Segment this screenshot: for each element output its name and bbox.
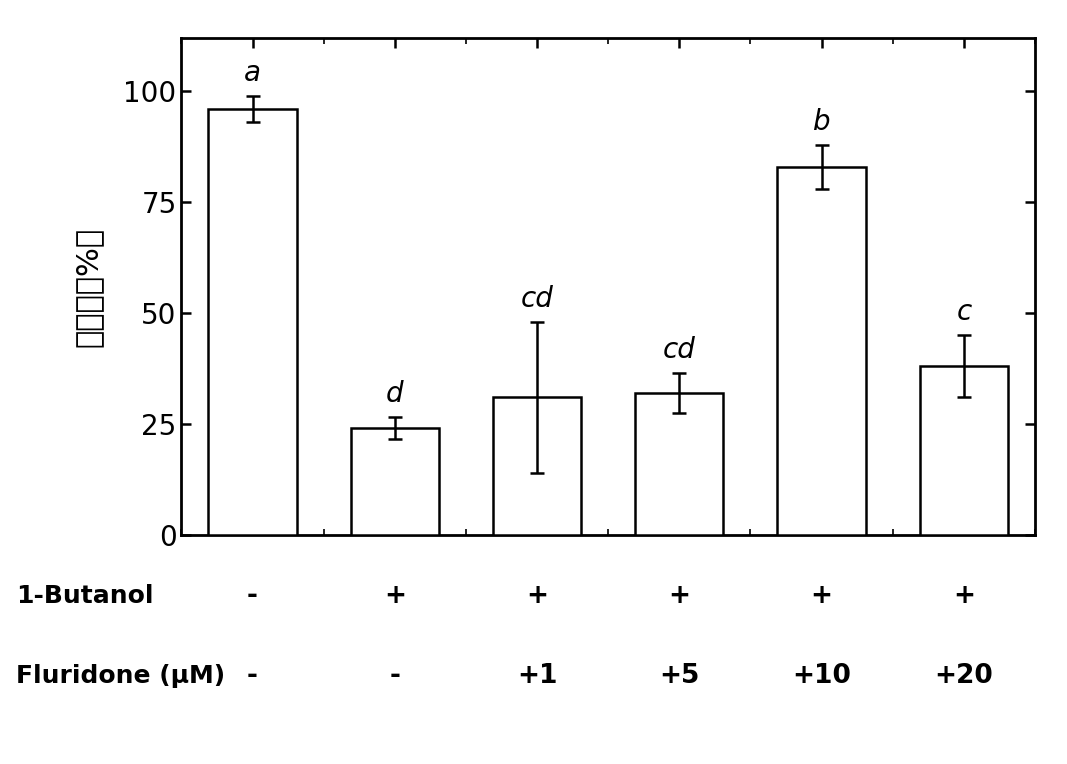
Text: b: b xyxy=(813,108,830,136)
Text: Fluridone (μM): Fluridone (μM) xyxy=(16,664,225,688)
Text: +1: +1 xyxy=(516,663,557,689)
Bar xyxy=(635,393,723,535)
Bar xyxy=(920,366,1008,535)
Text: -: - xyxy=(248,583,258,609)
Text: +: + xyxy=(668,583,690,609)
Text: -: - xyxy=(389,663,400,689)
Text: +20: +20 xyxy=(935,663,993,689)
Bar xyxy=(778,167,865,535)
Text: 1-Butanol: 1-Butanol xyxy=(16,584,154,608)
Text: a: a xyxy=(244,59,261,87)
Bar xyxy=(493,397,582,535)
Y-axis label: 萌发率（%）: 萌发率（%） xyxy=(74,226,102,347)
Text: +: + xyxy=(811,583,832,609)
Text: +: + xyxy=(953,583,975,609)
Text: +5: +5 xyxy=(659,663,700,689)
Text: c: c xyxy=(956,299,971,326)
Text: +10: +10 xyxy=(792,663,851,689)
Text: cd: cd xyxy=(663,336,696,364)
Bar xyxy=(351,429,439,535)
Text: -: - xyxy=(248,663,258,689)
Text: +: + xyxy=(526,583,548,609)
Text: +: + xyxy=(384,583,405,609)
Text: cd: cd xyxy=(521,285,554,313)
Bar xyxy=(208,109,297,535)
Text: d: d xyxy=(386,380,403,409)
